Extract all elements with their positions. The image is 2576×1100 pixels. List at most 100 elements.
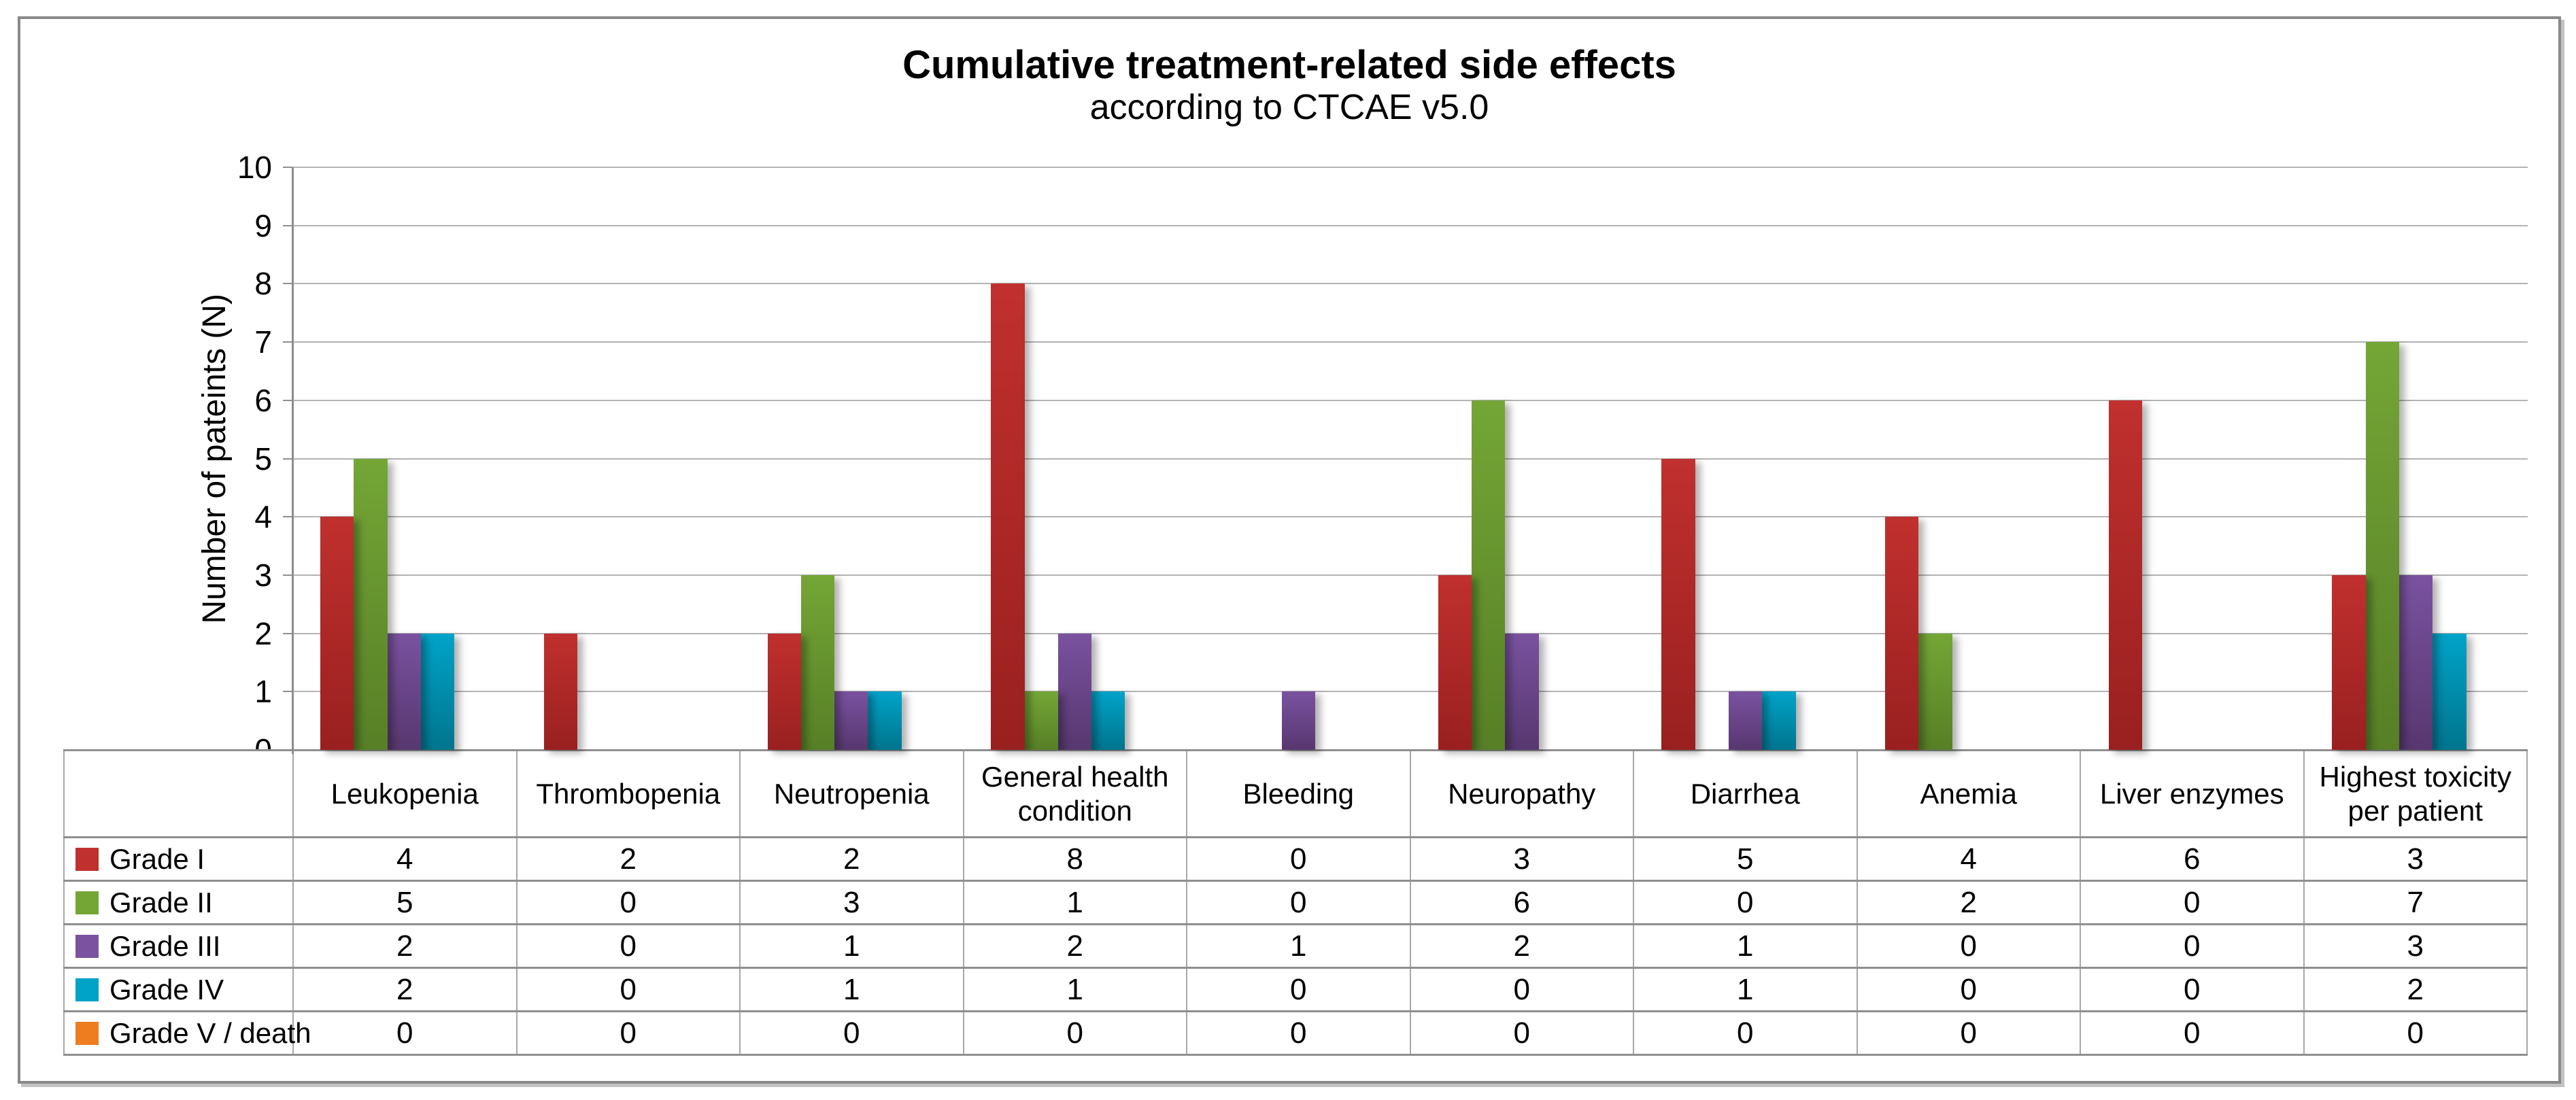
value-cell-grade-iv-neutropenia: 1 <box>739 967 964 1012</box>
y-tick-label-10: 10 <box>237 150 272 185</box>
category-header-anemia: Anemia <box>1856 749 2081 838</box>
bar-grade-iv-general-health-condition <box>1091 691 1125 750</box>
y-tick-mark-10 <box>283 167 292 168</box>
bar-grade-iii-diarrhea <box>1728 691 1763 750</box>
bar-slot-grade-iv <box>1091 167 1125 750</box>
bar-grade-i-anemia <box>1885 517 1919 750</box>
category-header-row: Leukopenia Thrombopenia Neutropenia General… <box>63 749 2528 838</box>
gridline-3 <box>292 574 2528 576</box>
value-cell-grade-i-thrombopenia: 2 <box>515 836 741 882</box>
bar-slot-grade-iii <box>611 167 644 750</box>
gridline-2 <box>292 632 2528 634</box>
bar-slot-grade-i <box>2108 167 2143 750</box>
legend-cell-grade-ii: Grade II <box>63 880 294 925</box>
bar-slot-grade-ii <box>2365 167 2400 750</box>
value-cell-grade-iii-thrombopenia: 0 <box>515 923 741 969</box>
bar-slot-grade-ii <box>1695 167 1729 750</box>
y-tick-mark-7 <box>283 341 292 343</box>
bar-group-thrombopenia <box>516 167 740 750</box>
bar-slot-grade-v-death <box>902 167 935 750</box>
value-cell-grade-v-death-bleeding: 0 <box>1186 1010 1411 1056</box>
legend-entry: Grade III <box>65 930 292 963</box>
bar-slot-grade-iii <box>1728 167 1763 750</box>
legend-swatch-grade-ii <box>75 891 99 914</box>
table-row-grade-iv: Grade IV 2 0 1 1 0 0 1 0 0 2 <box>63 967 2528 1012</box>
y-tick-label-5: 5 <box>254 441 272 477</box>
legend-cell-grade-v-death: Grade V / death <box>63 1010 311 1056</box>
value-cell-grade-iii-bleeding: 1 <box>1186 923 1411 969</box>
value-cell-grade-ii-neuropathy: 6 <box>1409 880 1634 925</box>
value-cell-grade-v-death-highest-toxicity-per-patient: 0 <box>2303 1010 2528 1056</box>
value-cell-grade-i-anemia: 4 <box>1856 836 2081 882</box>
legend-swatch-grade-i <box>75 847 99 871</box>
y-tick-label-9: 9 <box>254 207 272 243</box>
value-cell-grade-v-death-neutropenia: 0 <box>739 1010 964 1056</box>
value-cell-grade-iv-highest-toxicity-per-patient: 2 <box>2303 967 2528 1012</box>
bar-slot-grade-iii <box>834 167 868 750</box>
bar-slot-grade-i <box>1661 167 1695 750</box>
bar-slot-grade-v-death <box>1125 167 1158 750</box>
value-cell-grade-ii-general-health-condition: 1 <box>962 880 1187 925</box>
bar-grade-iii-neuropathy <box>1505 633 1539 750</box>
value-cell-grade-ii-highest-toxicity-per-patient: 7 <box>2303 880 2528 925</box>
value-cell-grade-iv-anemia: 0 <box>1856 967 2081 1012</box>
legend-swatch-grade-iv <box>75 978 99 1001</box>
bar-group-neuropathy <box>1410 167 1634 750</box>
legend-cell-grade-i: Grade I <box>63 836 294 882</box>
bar-slot-grade-ii <box>1471 167 1506 750</box>
bar-slot-grade-ii <box>1024 167 1058 750</box>
bar-grade-iii-leukopenia <box>387 633 421 750</box>
category-header-diarrhea: Diarrhea <box>1633 749 1858 838</box>
y-tick-mark-4 <box>283 516 292 518</box>
value-cell-grade-iii-anemia: 0 <box>1856 923 2081 969</box>
bar-grade-iv-neutropenia <box>868 691 902 750</box>
bar-slot-grade-v-death <box>454 167 488 750</box>
bar-slot-grade-iv <box>645 167 678 750</box>
value-cell-grade-v-death-leukopenia: 0 <box>292 1010 518 1056</box>
category-header-neutropenia: Neutropenia <box>739 749 964 838</box>
bar-slot-grade-iii <box>1281 167 1315 750</box>
category-header-neuropathy: Neuropathy <box>1409 749 1634 838</box>
value-cell-grade-i-leukopenia: 4 <box>292 836 518 882</box>
bar-grade-ii-anemia <box>1918 633 1952 750</box>
bar-slot-grade-v-death <box>1349 167 1382 750</box>
bar-grade-ii-general-health-condition <box>1024 691 1058 750</box>
table-row-grade-iii: Grade III 2 0 1 2 1 2 1 0 0 3 <box>63 923 2528 969</box>
bar-group-leukopenia <box>292 167 516 750</box>
category-header-liver-enzymes: Liver enzymes <box>2080 749 2305 838</box>
bar-slot-grade-i <box>320 167 354 750</box>
bar-slot-grade-i <box>1438 167 1472 750</box>
bar-grade-iii-neutropenia <box>834 691 868 750</box>
bar-slot-grade-i <box>1885 167 1919 750</box>
value-cell-grade-ii-thrombopenia: 0 <box>515 880 741 925</box>
data-table: Leukopenia Thrombopenia Neutropenia General… <box>63 749 2528 1056</box>
value-cell-grade-iii-neutropenia: 1 <box>739 923 964 969</box>
value-cell-grade-i-diarrhea: 5 <box>1633 836 1858 882</box>
bar-grade-i-neutropenia <box>767 633 801 750</box>
bar-group-bleeding <box>1187 167 1410 750</box>
value-cell-grade-iii-neuropathy: 2 <box>1409 923 1634 969</box>
legend-swatch-grade-iii <box>75 934 99 958</box>
chart-subtitle: according to CTCAE v5.0 <box>1089 87 1489 127</box>
legend-label-grade-iv: Grade IV <box>109 973 224 1006</box>
bar-grade-i-neuropathy <box>1438 574 1472 750</box>
value-cell-grade-ii-liver-enzymes: 0 <box>2080 880 2305 925</box>
bar-slot-grade-v-death <box>2243 167 2276 750</box>
gridline-8 <box>292 283 2528 285</box>
bar-slot-grade-v-death <box>1796 167 1829 750</box>
value-cell-grade-i-highest-toxicity-per-patient: 3 <box>2303 836 2528 882</box>
bar-grade-ii-leukopenia <box>354 458 388 750</box>
bar-slot-grade-i <box>1215 167 1248 750</box>
value-cell-grade-iii-general-health-condition: 2 <box>962 923 1187 969</box>
bar-slot-grade-iv <box>2209 167 2243 750</box>
bar-slot-grade-ii <box>577 167 611 750</box>
category-header-leukopenia: Leukopenia <box>292 749 518 838</box>
gridline-1 <box>292 691 2528 693</box>
legend-swatch-grade-v-death <box>75 1021 99 1045</box>
bar-group-liver-enzymes <box>2081 167 2305 750</box>
y-tick-mark-2 <box>283 632 292 634</box>
value-cell-grade-v-death-liver-enzymes: 0 <box>2080 1010 2305 1056</box>
plot-area <box>292 167 2528 754</box>
y-tick-label-3: 3 <box>254 557 272 593</box>
